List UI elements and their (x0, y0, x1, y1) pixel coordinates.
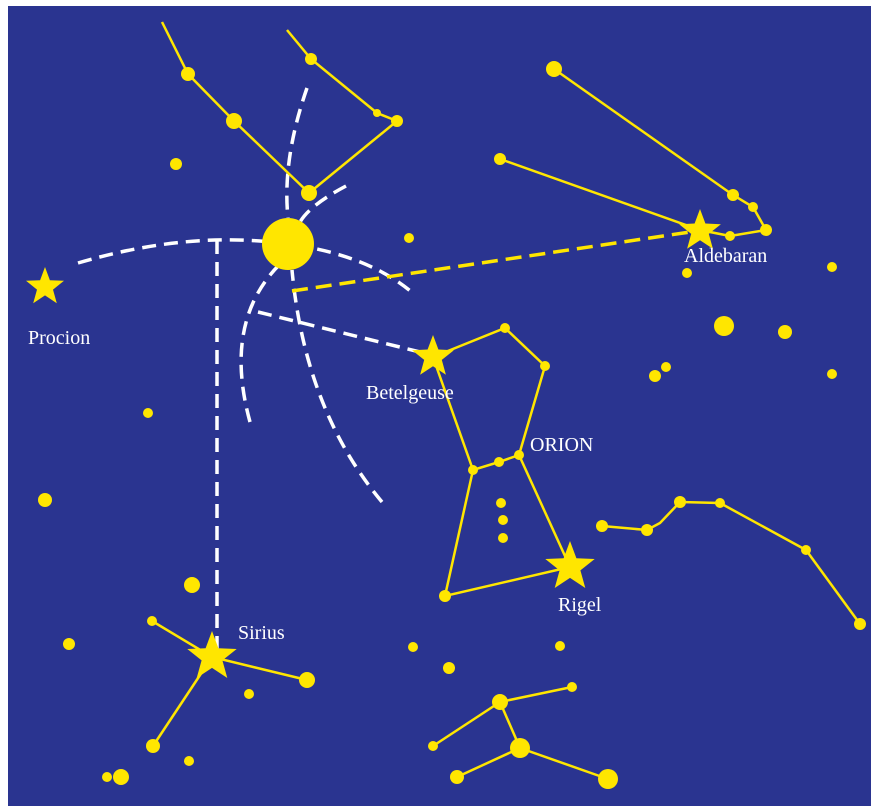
star-dot (143, 408, 153, 418)
guide-dashed (239, 260, 284, 423)
star-dot (510, 738, 530, 758)
star-dot (596, 520, 608, 532)
star-dot (301, 185, 317, 201)
bright-star (545, 541, 595, 588)
guide-dashed (290, 269, 384, 504)
star-dot (778, 325, 792, 339)
star-dot (299, 672, 315, 688)
guide-dashed-yellow (291, 230, 691, 293)
bright-star (679, 209, 721, 249)
guide-dashed (285, 87, 309, 219)
star-dot (113, 769, 129, 785)
star-dot (682, 268, 692, 278)
star-dot (496, 498, 506, 508)
star-dot (546, 61, 562, 77)
star-dot (38, 493, 52, 507)
star-dot (725, 231, 735, 241)
star-dot (102, 772, 112, 782)
star-dot (226, 113, 242, 129)
star-dot (494, 153, 506, 165)
star-dot (408, 642, 418, 652)
star-dot (146, 739, 160, 753)
bright-star (412, 335, 454, 375)
star-dot (244, 689, 254, 699)
star-dot (170, 158, 182, 170)
star-dot (428, 741, 438, 751)
star-dot (184, 756, 194, 766)
star-dot (748, 202, 758, 212)
sky (8, 6, 871, 806)
bright-star (187, 631, 237, 678)
star-dot (649, 370, 661, 382)
star-dot (854, 618, 866, 630)
star-dot (567, 682, 577, 692)
star-dot (305, 53, 317, 65)
label-rigel: Rigel (558, 594, 602, 616)
bright-star (26, 267, 64, 304)
star-dot (443, 662, 455, 674)
star-dot (760, 224, 772, 236)
star-dot (468, 465, 478, 475)
star-dot (598, 769, 618, 789)
star-dot (184, 577, 200, 593)
star-dot (827, 369, 837, 379)
star-dot (827, 262, 837, 272)
star-dot (439, 590, 451, 602)
star-dot (391, 115, 403, 127)
star-dot (540, 361, 550, 371)
star-dot (641, 524, 653, 536)
guide-dashed (298, 184, 347, 223)
label-orion: ORION (530, 434, 593, 456)
star-dot (147, 616, 157, 626)
shapes (26, 21, 866, 789)
label-aldebaran: Aldebaran (684, 245, 767, 267)
star-dot (715, 498, 725, 508)
star-dot (714, 316, 734, 336)
sun (262, 218, 314, 270)
star-dot (500, 323, 510, 333)
guide-dashed (257, 310, 421, 354)
label-betelgeuse: Betelgeuse (366, 382, 454, 404)
star-dot (514, 450, 524, 460)
star-dot (498, 533, 508, 543)
star-dot (727, 189, 739, 201)
star-dot (674, 496, 686, 508)
constellation-line (160, 21, 310, 194)
star-dot (63, 638, 75, 650)
star-dot (661, 362, 671, 372)
constellation-line (443, 454, 572, 598)
star-dot (373, 109, 381, 117)
star-dot (494, 457, 504, 467)
star-dot (492, 694, 508, 710)
label-sirius: Sirius (238, 622, 285, 644)
star-dot (450, 770, 464, 784)
label-procion: Procion (28, 327, 90, 349)
constellation-line (456, 746, 521, 779)
star-dot (181, 67, 195, 81)
star-dot (555, 641, 565, 651)
star-dot (801, 545, 811, 555)
star-dot (404, 233, 414, 243)
star-dot (498, 515, 508, 525)
